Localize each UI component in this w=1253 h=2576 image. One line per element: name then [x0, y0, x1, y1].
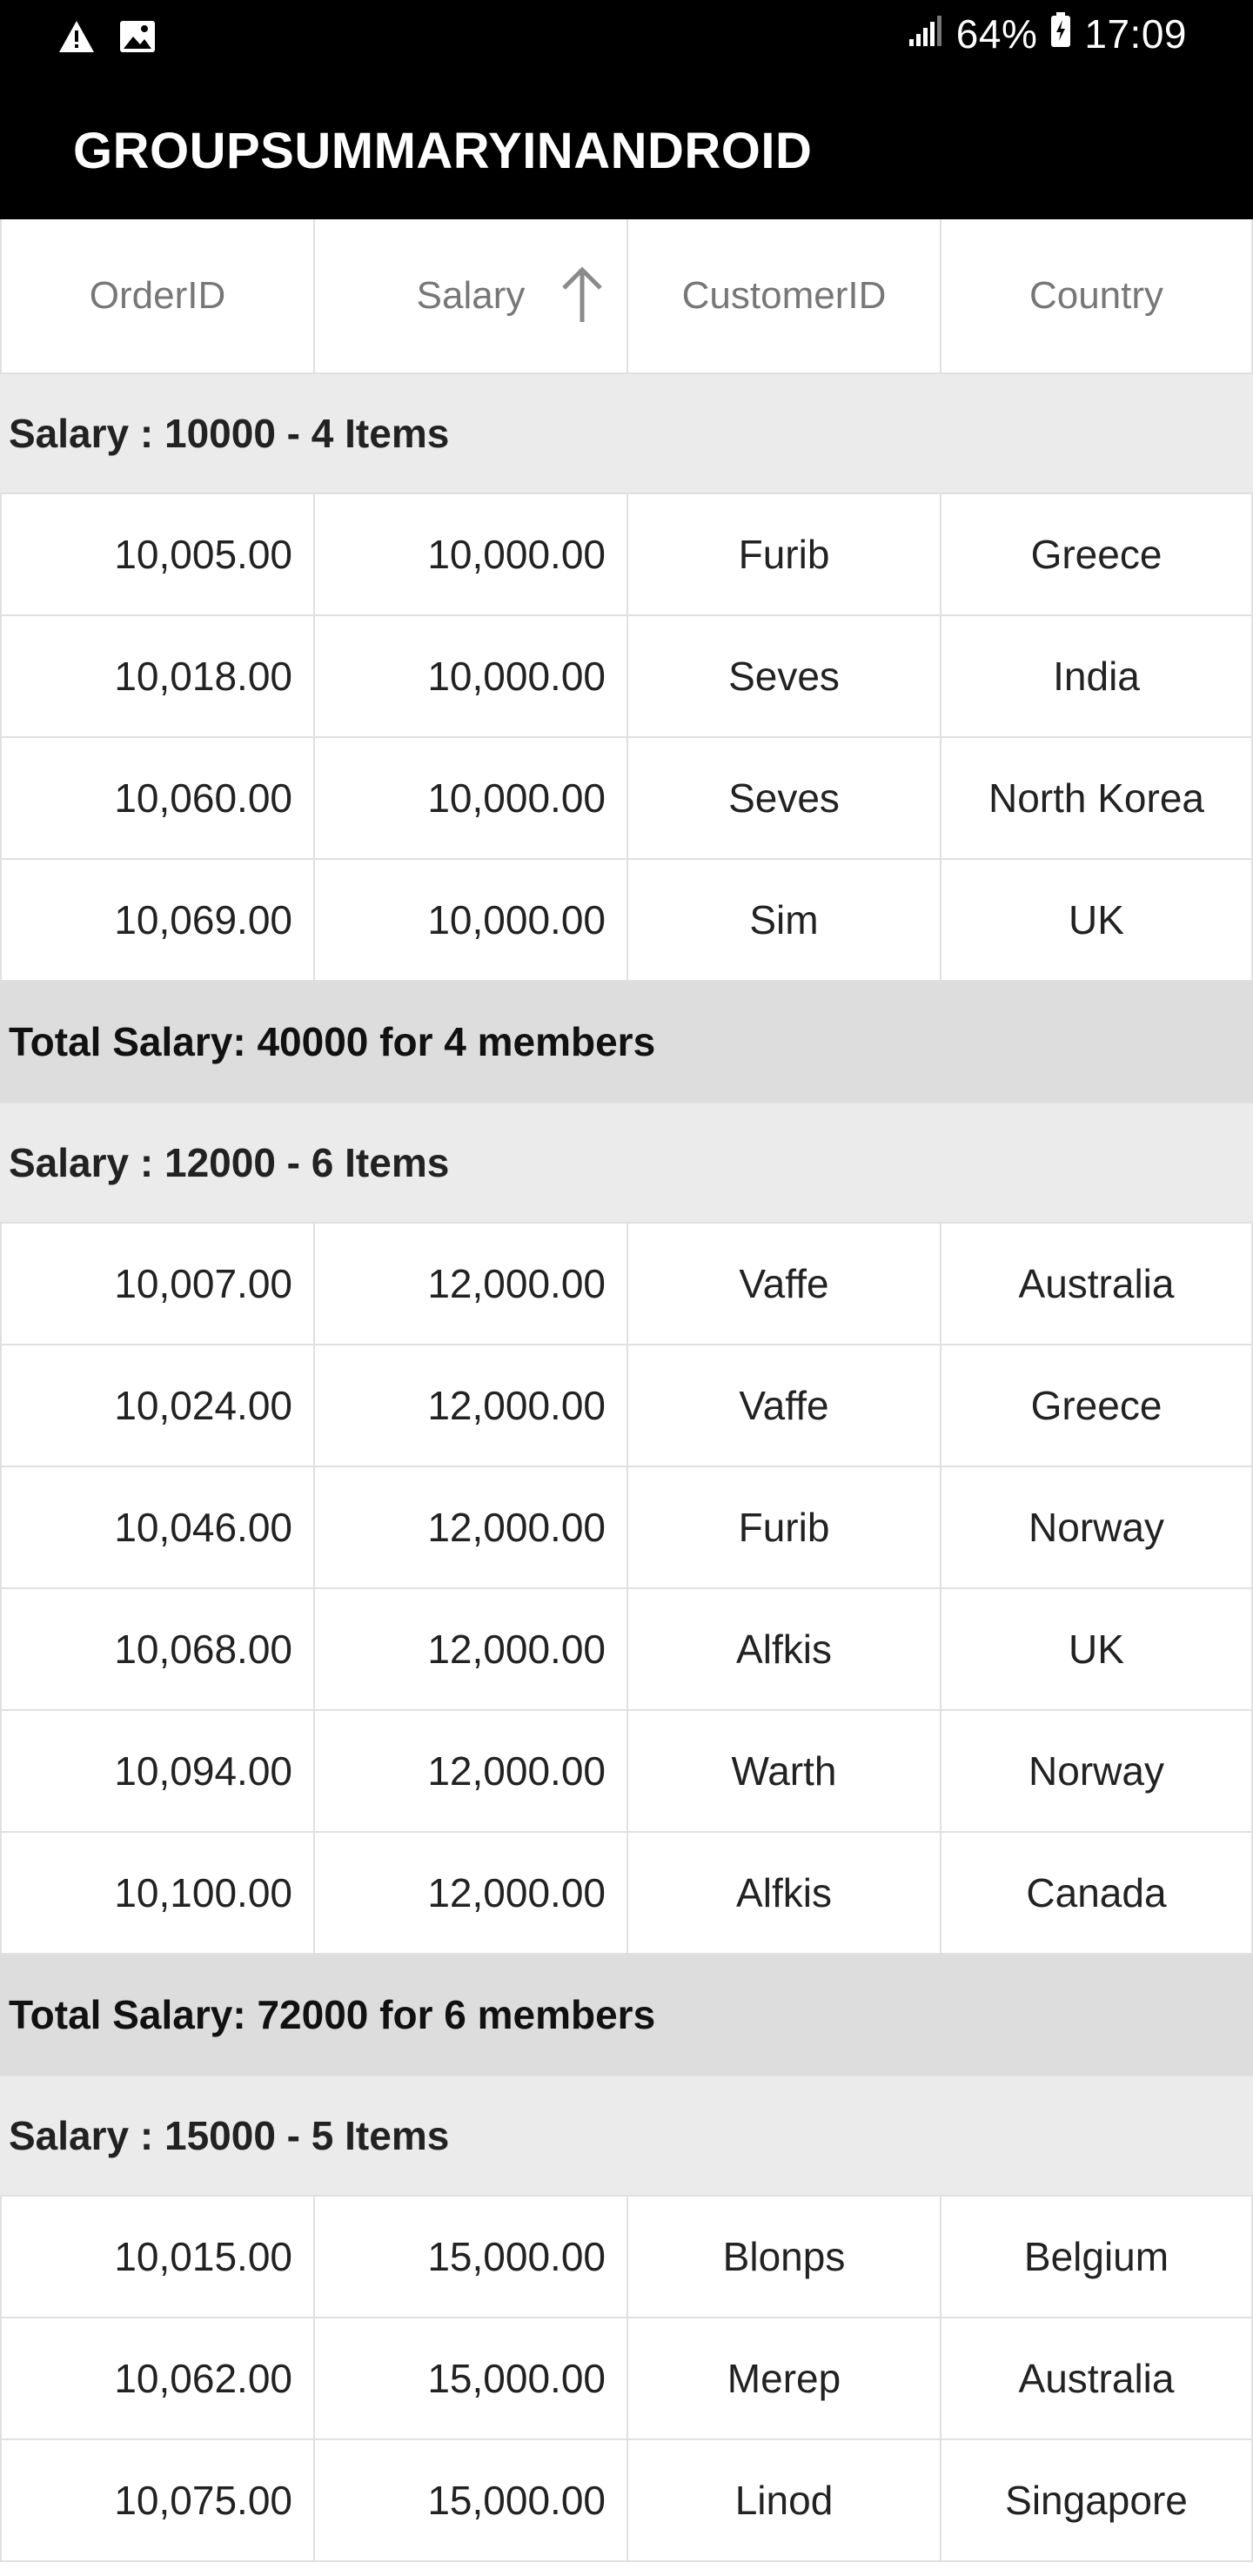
cell-country: Norway	[940, 1467, 1253, 1587]
column-header-orderid[interactable]: OrderID	[0, 219, 313, 372]
cell-orderid: 10,060.00	[0, 738, 313, 858]
clock: 17:09	[1084, 11, 1187, 57]
cell-customerid: Sim	[626, 860, 940, 980]
column-header-label: Country	[1029, 274, 1164, 317]
cell-customerid: Alfkis	[626, 1589, 940, 1709]
column-header-customerid[interactable]: CustomerID	[626, 219, 940, 372]
cell-customerid: Warth	[626, 1711, 940, 1831]
cell-salary: 10,000.00	[313, 494, 626, 614]
cell-customerid: Furib	[626, 1467, 940, 1587]
cell-salary: 10,000.00	[313, 860, 626, 980]
cell-customerid: Vaffe	[626, 1224, 940, 1344]
app-title: GROUPSUMMARYINANDROID	[73, 123, 813, 179]
cell-orderid: 10,068.00	[0, 1589, 313, 1709]
group-summary: Total Salary: 72000 for 6 members	[0, 1955, 1253, 2076]
table-row[interactable]: 10,005.00 10,000.00 Furib Greece	[0, 494, 1253, 616]
cell-orderid: 10,075.00	[0, 2440, 313, 2560]
group-caption[interactable]: Salary : 12000 - 6 Items	[0, 1104, 1253, 1224]
cell-orderid: 10,046.00	[0, 1467, 313, 1587]
cell-country: UK	[940, 860, 1253, 980]
cell-customerid: Furib	[626, 494, 940, 614]
cell-salary: 15,000.00	[313, 2197, 626, 2317]
table-row[interactable]: 10,100.00 12,000.00 Alfkis Canada	[0, 1833, 1253, 1955]
cell-customerid: Blonps	[626, 2197, 940, 2317]
app-bar: GROUPSUMMARYINANDROID	[0, 77, 1253, 219]
table-row[interactable]: 10,060.00 10,000.00 Seves North Korea	[0, 738, 1253, 860]
cell-country: Greece	[940, 494, 1253, 614]
cell-salary: 10,000.00	[313, 738, 626, 858]
cell-customerid: Merep	[626, 2318, 940, 2438]
cell-salary: 12,000.00	[313, 1833, 626, 1953]
table-row[interactable]: 10,007.00 12,000.00 Vaffe Australia	[0, 1224, 1253, 1345]
cell-orderid: 10,100.00	[0, 1833, 313, 1953]
table-row[interactable]: 10,015.00 15,000.00 Blonps Belgium	[0, 2197, 1253, 2318]
notification-icons	[57, 19, 157, 58]
cell-orderid: 10,062.00	[0, 2318, 313, 2438]
table-row[interactable]: 10,094.00 12,000.00 Warth Norway	[0, 1711, 1253, 1833]
cell-country: Belgium	[940, 2197, 1253, 2317]
cell-salary: 12,000.00	[313, 1589, 626, 1709]
table-row[interactable]: 10,018.00 10,000.00 Seves India	[0, 616, 1253, 738]
battery-icon	[1049, 10, 1072, 57]
cell-country: North Korea	[940, 738, 1253, 858]
column-header-label: CustomerID	[681, 274, 887, 317]
cell-salary: 15,000.00	[313, 2440, 626, 2560]
cell-country: Australia	[940, 1224, 1253, 1344]
data-grid: OrderID Salary CustomerID Country Salary…	[0, 219, 1253, 2562]
status-right: 64% 17:09	[906, 10, 1187, 57]
cell-orderid: 10,015.00	[0, 2197, 313, 2317]
table-row[interactable]: 10,062.00 15,000.00 Merep Australia	[0, 2318, 1253, 2440]
cell-country: Greece	[940, 1345, 1253, 1466]
column-header-salary[interactable]: Salary	[313, 219, 626, 372]
cell-country: Australia	[940, 2318, 1253, 2438]
battery-percent: 64%	[955, 11, 1038, 57]
group-summary: Total Salary: 40000 for 4 members	[0, 982, 1253, 1104]
table-row[interactable]: 10,075.00 15,000.00 Linod Singapore	[0, 2440, 1253, 2562]
signal-icon	[906, 10, 944, 57]
cell-salary: 12,000.00	[313, 1467, 626, 1587]
column-header-label: Salary	[416, 274, 526, 317]
cell-orderid: 10,018.00	[0, 616, 313, 736]
cell-orderid: 10,024.00	[0, 1345, 313, 1466]
column-header-country[interactable]: Country	[940, 219, 1253, 372]
cell-salary: 12,000.00	[313, 1711, 626, 1831]
cell-orderid: 10,005.00	[0, 494, 313, 614]
table-row[interactable]: 10,068.00 12,000.00 Alfkis UK	[0, 1589, 1253, 1711]
cell-salary: 12,000.00	[313, 1345, 626, 1466]
sort-ascending-icon	[553, 266, 611, 324]
table-row[interactable]: 10,024.00 12,000.00 Vaffe Greece	[0, 1345, 1253, 1467]
cell-orderid: 10,007.00	[0, 1224, 313, 1344]
cell-customerid: Vaffe	[626, 1345, 940, 1466]
cell-customerid: Linod	[626, 2440, 940, 2560]
group-caption[interactable]: Salary : 15000 - 5 Items	[0, 2076, 1253, 2197]
table-row[interactable]: 10,069.00 10,000.00 Sim UK	[0, 860, 1253, 982]
cell-salary: 12,000.00	[313, 1224, 626, 1344]
column-header-label: OrderID	[89, 274, 226, 317]
table-row[interactable]: 10,046.00 12,000.00 Furib Norway	[0, 1467, 1253, 1589]
cell-country: UK	[940, 1589, 1253, 1709]
image-icon	[118, 19, 157, 58]
cell-salary: 10,000.00	[313, 616, 626, 736]
cell-salary: 15,000.00	[313, 2318, 626, 2438]
cell-country: India	[940, 616, 1253, 736]
cell-orderid: 10,069.00	[0, 860, 313, 980]
cell-customerid: Alfkis	[626, 1833, 940, 1953]
cell-orderid: 10,094.00	[0, 1711, 313, 1831]
group-caption[interactable]: Salary : 10000 - 4 Items	[0, 374, 1253, 494]
cell-country: Canada	[940, 1833, 1253, 1953]
cell-country: Singapore	[940, 2440, 1253, 2560]
cell-country: Norway	[940, 1711, 1253, 1831]
grid-header-row: OrderID Salary CustomerID Country	[0, 219, 1253, 374]
status-bar: 64% 17:09	[0, 0, 1253, 77]
warning-icon	[57, 19, 96, 58]
cell-customerid: Seves	[626, 738, 940, 858]
cell-customerid: Seves	[626, 616, 940, 736]
